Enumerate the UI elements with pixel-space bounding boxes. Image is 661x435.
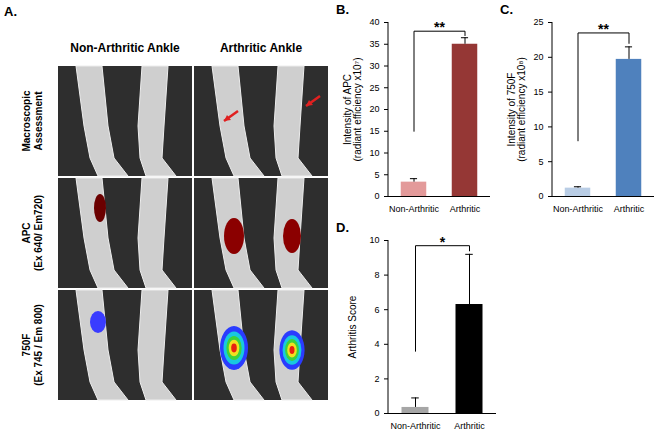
svg-text:Arthritic: Arthritic <box>454 421 485 431</box>
svg-text:**: ** <box>598 21 609 37</box>
svg-text:10: 10 <box>533 122 543 132</box>
svg-text:MacroscopicAssessment: MacroscopicAssessment <box>21 90 44 152</box>
svg-text:35: 35 <box>369 39 379 49</box>
svg-text:5: 5 <box>374 170 379 180</box>
svg-text:10: 10 <box>369 235 379 245</box>
svg-text:25: 25 <box>533 17 543 27</box>
svg-text:15: 15 <box>369 126 379 136</box>
svg-text:2: 2 <box>374 374 379 384</box>
svg-text:Intensity of 750F(radiant effi: Intensity of 750F(radiant efficiency x10… <box>506 57 527 162</box>
svg-text:6: 6 <box>374 305 379 315</box>
svg-text:30: 30 <box>369 61 379 71</box>
svg-text:0: 0 <box>538 191 543 201</box>
svg-text:Non-Arthritic Ankle: Non-Arthritic Ankle <box>70 41 180 55</box>
svg-text:*: * <box>440 234 446 250</box>
svg-text:20: 20 <box>533 52 543 62</box>
html-text:B.: B. <box>336 2 349 17</box>
svg-text:0: 0 <box>374 191 379 201</box>
html-text:C.: C. <box>500 2 513 17</box>
svg-text:25: 25 <box>369 83 379 93</box>
svg-text:Arthritic: Arthritic <box>450 204 481 214</box>
html-text:D.: D. <box>336 220 349 235</box>
svg-text:Arthritic Ankle: Arthritic Ankle <box>220 41 303 55</box>
svg-text:**: ** <box>434 19 445 35</box>
svg-text:20: 20 <box>369 104 379 114</box>
svg-text:40: 40 <box>369 17 379 27</box>
svg-text:4: 4 <box>374 339 379 349</box>
svg-text:Non-Arthritic: Non-Arthritic <box>553 204 604 214</box>
svg-text:0: 0 <box>374 408 379 418</box>
svg-text:Arthritis Score: Arthritis Score <box>347 295 358 358</box>
svg-text:A.: A. <box>4 4 17 19</box>
svg-text:10: 10 <box>369 148 379 158</box>
svg-text:Intensity of APC(radiant effic: Intensity of APC(radiant efficiency x10⁷… <box>342 57 363 161</box>
svg-text:5: 5 <box>538 157 543 167</box>
svg-text:Non-Arthritic: Non-Arthritic <box>389 204 440 214</box>
svg-text:Non-Arthritic: Non-Arthritic <box>390 421 441 431</box>
svg-text:Arthritic: Arthritic <box>614 204 645 214</box>
svg-text:15: 15 <box>533 87 543 97</box>
svg-text:750F(Ex 745 / Em 800): 750F(Ex 745 / Em 800) <box>21 304 44 386</box>
svg-text:8: 8 <box>374 270 379 280</box>
svg-text:APC(Ex 640/ Em720): APC(Ex 640/ Em720) <box>21 195 44 271</box>
